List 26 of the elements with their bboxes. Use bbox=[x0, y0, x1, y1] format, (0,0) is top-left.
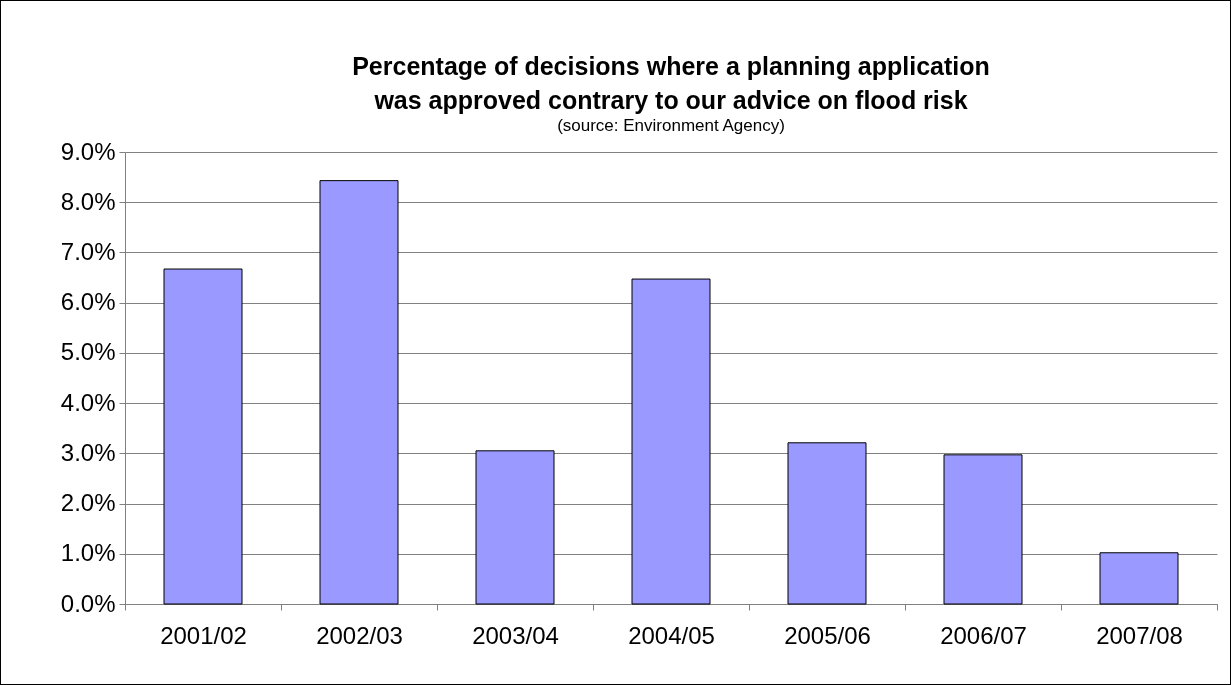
bar bbox=[163, 268, 243, 605]
x-tick-label: 2007/08 bbox=[1096, 621, 1183, 649]
y-tick-label: 7.0% bbox=[60, 237, 116, 265]
x-tick-label: 2003/04 bbox=[472, 621, 559, 649]
y-tick-label: 8.0% bbox=[60, 187, 116, 215]
bar bbox=[631, 278, 711, 605]
x-tick-label: 2005/06 bbox=[784, 621, 871, 649]
y-tick-label: 0.0% bbox=[60, 589, 116, 617]
y-tick-label: 2.0% bbox=[60, 489, 116, 517]
bar bbox=[787, 442, 867, 605]
chart-subtitle: (source: Environment Agency) bbox=[557, 116, 785, 135]
bar bbox=[943, 454, 1023, 605]
x-tick-label: 2002/03 bbox=[316, 621, 403, 649]
x-tick-label: 2001/02 bbox=[160, 621, 247, 649]
bar bbox=[319, 180, 399, 605]
chart-title: Percentage of decisions where a planning application was approved contrary to our advice on flood risk bbox=[352, 52, 990, 114]
bar bbox=[475, 450, 555, 605]
y-tick-label: 3.0% bbox=[60, 438, 116, 466]
y-tick-label: 9.0% bbox=[60, 137, 116, 165]
y-tick-label: 6.0% bbox=[60, 288, 116, 316]
y-tick-label: 4.0% bbox=[60, 388, 116, 416]
bar bbox=[1099, 552, 1179, 605]
x-tick-label: 2006/07 bbox=[940, 621, 1027, 649]
y-tick-label: 5.0% bbox=[60, 338, 116, 366]
y-tick-label: 1.0% bbox=[60, 539, 116, 567]
x-tick-label: 2004/05 bbox=[628, 621, 715, 649]
